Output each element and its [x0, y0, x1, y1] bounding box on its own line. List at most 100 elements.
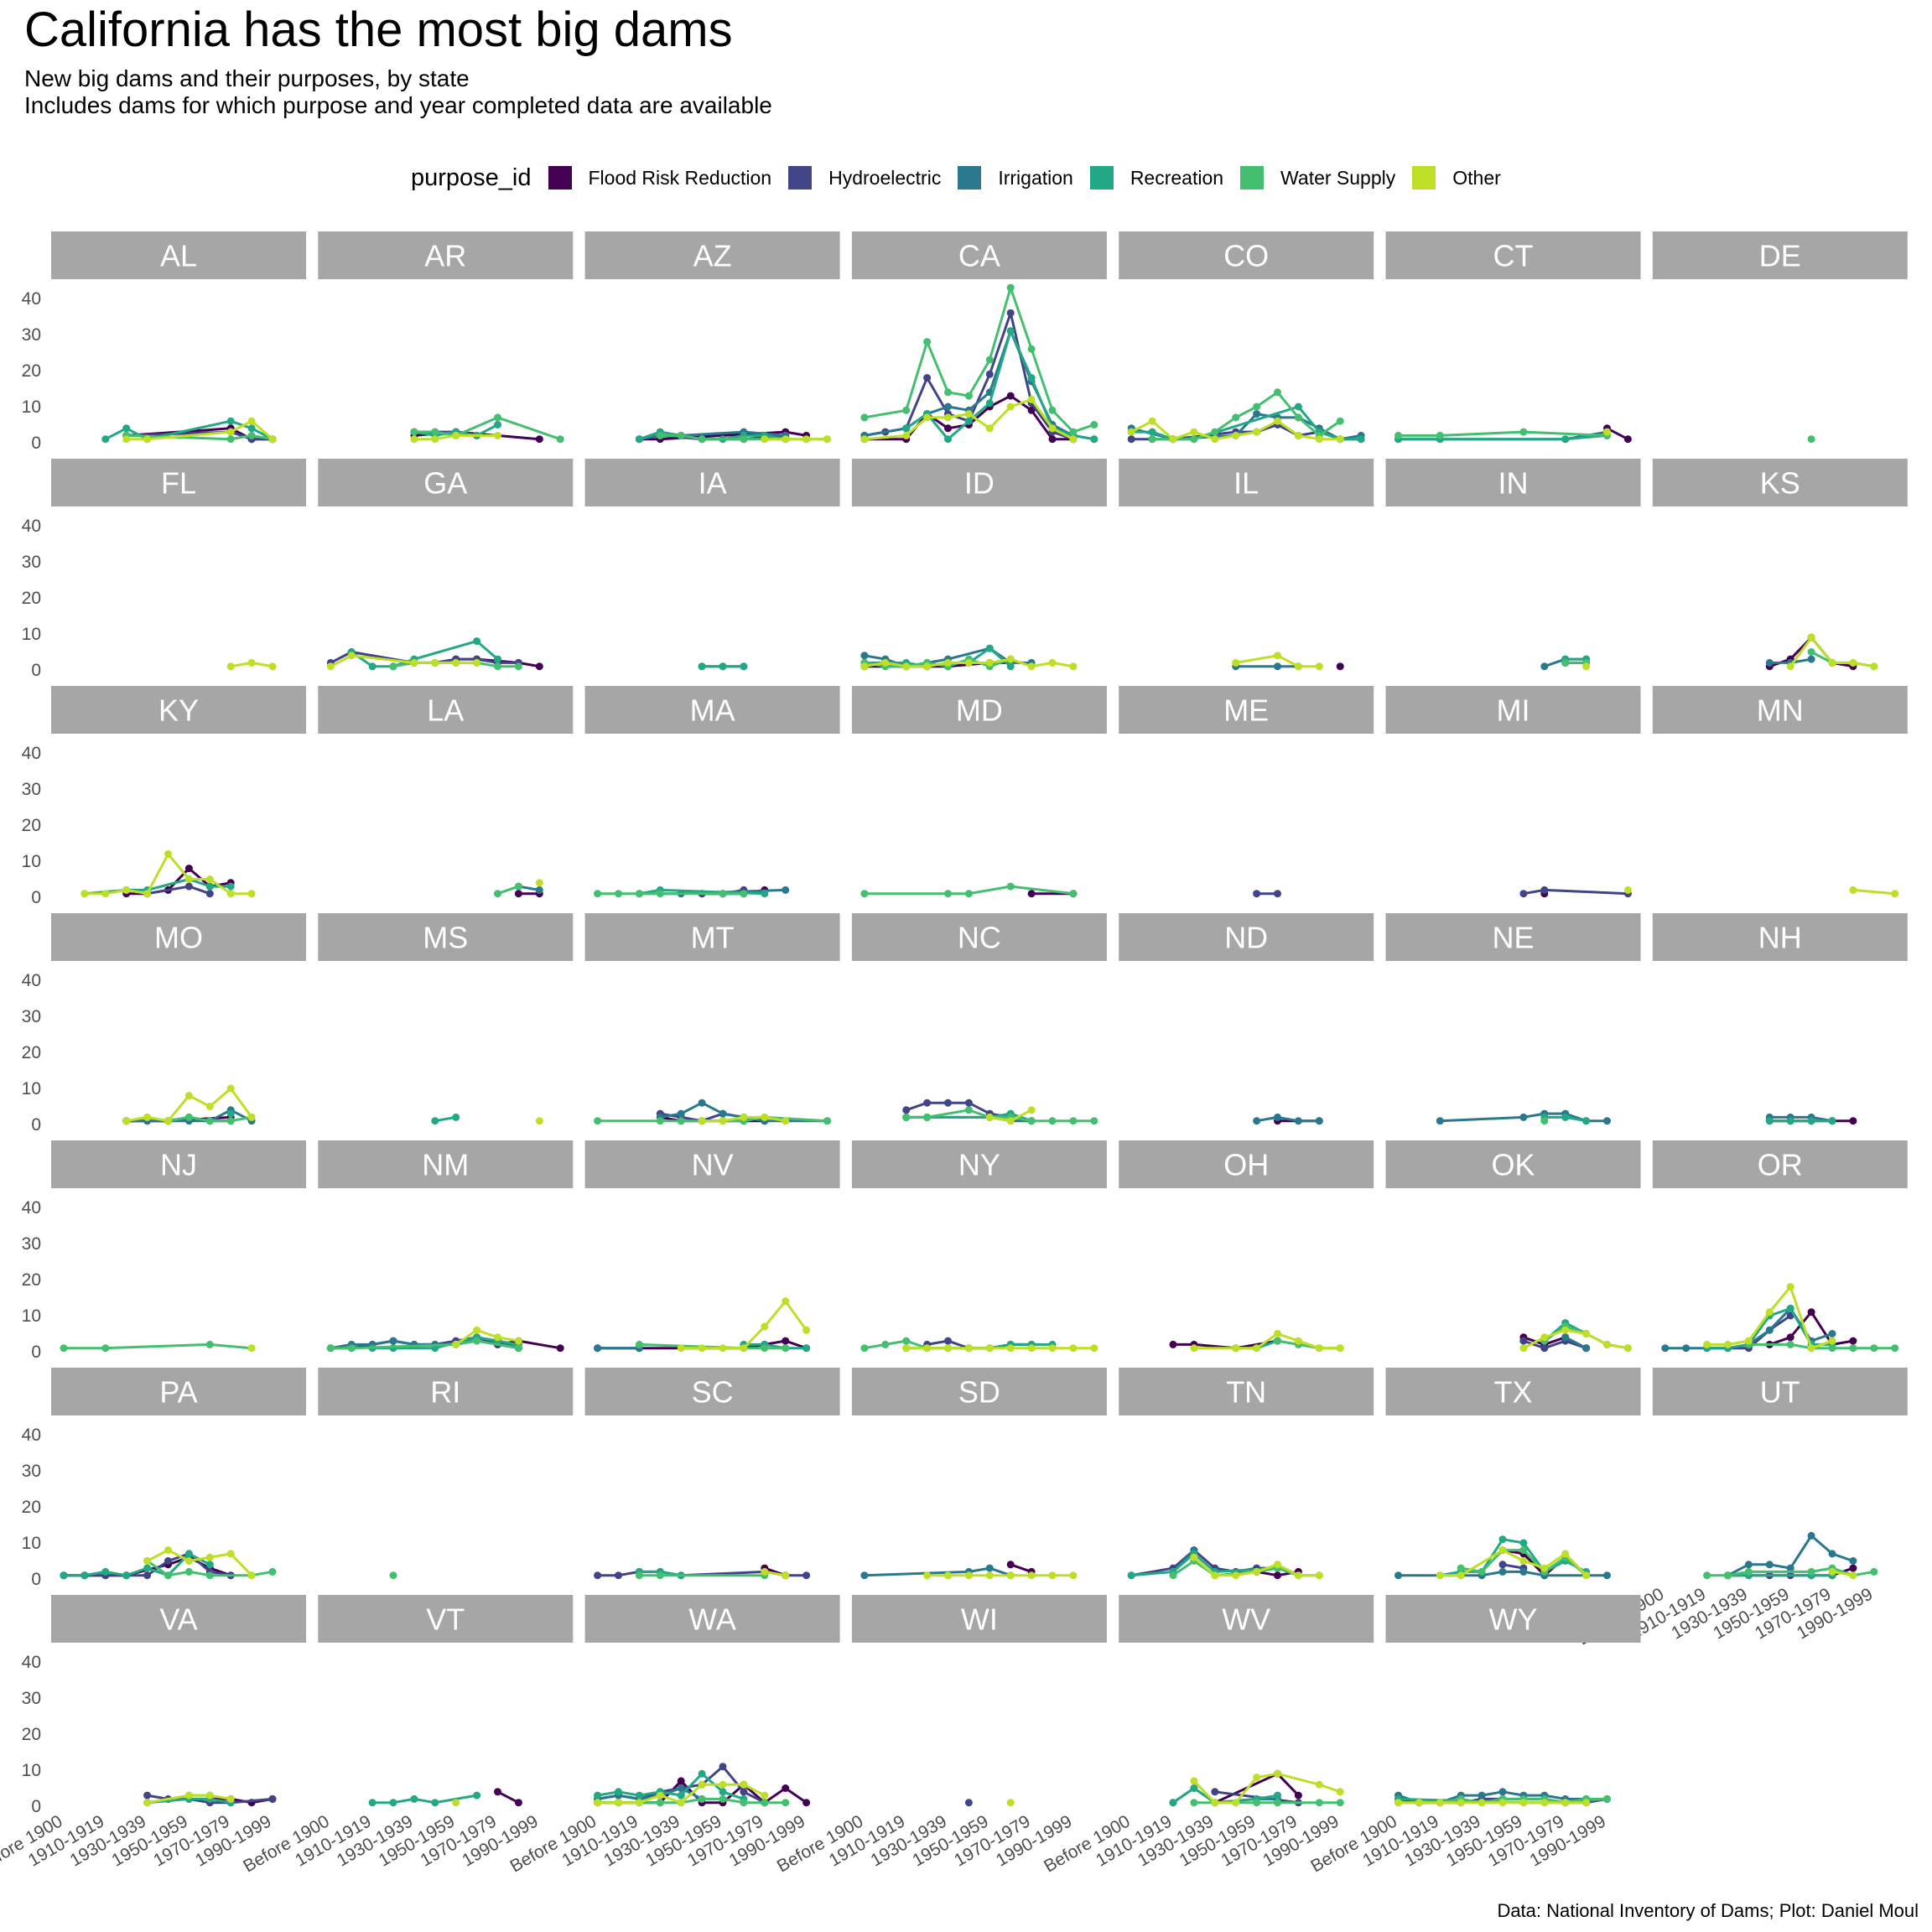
facet-strip-label: VT	[426, 1602, 465, 1637]
data-point-recreation	[389, 1799, 397, 1807]
facet-strip-label: AZ	[693, 239, 732, 273]
data-point-other	[761, 435, 769, 444]
data-point-recreation	[1006, 662, 1015, 671]
data-point-other	[740, 1113, 748, 1121]
data-point-water-supply	[1849, 1344, 1857, 1353]
facet-strip-label: FL	[161, 466, 196, 501]
data-point-other	[347, 652, 356, 660]
facet-strip	[318, 686, 574, 734]
data-point-water-supply	[1519, 428, 1528, 436]
data-point-other	[985, 1113, 994, 1121]
data-point-other	[143, 1557, 152, 1565]
data-point-hydroelectric	[1540, 1344, 1549, 1353]
data-point-water-supply	[860, 1344, 869, 1353]
data-point-other	[1274, 1769, 1281, 1778]
data-point-other	[101, 890, 110, 898]
data-point-flood-risk-reduction	[184, 865, 193, 873]
data-point-other	[1048, 658, 1057, 667]
y-tick-label: 20	[22, 589, 41, 608]
facet-ia: IA	[584, 459, 840, 671]
data-point-water-supply	[1148, 435, 1156, 444]
series-line-irrigation	[1769, 1115, 1833, 1123]
y-tick-label: 20	[22, 1725, 41, 1744]
data-point-water-supply	[226, 1117, 235, 1125]
data-point-other	[594, 1799, 602, 1807]
data-point-other	[1069, 662, 1078, 671]
y-tick-label: 40	[22, 517, 41, 536]
data-point-other	[226, 1084, 235, 1093]
facet-mt: MT	[584, 913, 840, 1125]
facet-co: CO	[1119, 231, 1374, 444]
data-point-other	[719, 1117, 727, 1125]
facet-strip	[1652, 1140, 1908, 1188]
data-point-other	[1315, 1344, 1323, 1353]
data-point-water-supply	[1891, 1344, 1899, 1353]
facet-strip	[851, 1368, 1107, 1415]
facet-strip	[584, 1595, 840, 1643]
data-point-other	[902, 662, 911, 671]
data-point-water-supply	[1478, 1567, 1486, 1576]
series-line-recreation	[105, 419, 273, 441]
data-point-hydroelectric	[923, 1098, 932, 1107]
data-point-other	[1211, 1571, 1219, 1580]
data-point-water-supply	[923, 338, 932, 346]
data-point-hydroelectric	[802, 1571, 811, 1580]
data-point-other	[1006, 1117, 1015, 1125]
data-point-recreation	[431, 1799, 439, 1807]
facet-pa: PA 0 10 20 30 40	[22, 1368, 306, 1589]
data-point-other	[1436, 1571, 1444, 1580]
data-point-recreation	[635, 435, 643, 444]
facet-strip-label: TX	[1493, 1375, 1532, 1410]
data-point-other	[761, 1113, 769, 1121]
y-tick-label: 40	[22, 1426, 41, 1445]
series-line-water-supply	[1398, 430, 1607, 437]
data-point-irrigation	[1828, 1330, 1836, 1337]
series-line-water-supply	[64, 1343, 252, 1350]
facet-tx: TX	[1385, 1368, 1641, 1580]
facet-strip-label: ID	[964, 466, 995, 501]
y-tick-label: 0	[31, 1115, 41, 1135]
data-point-irrigation	[1519, 1113, 1528, 1121]
series-line-irrigation	[864, 330, 1095, 441]
facet-strip	[851, 231, 1107, 279]
data-point-water-supply	[594, 890, 602, 898]
data-point-other	[1724, 1340, 1732, 1348]
data-point-other	[1006, 1344, 1015, 1353]
legend-label: Recreation	[1130, 166, 1224, 189]
facet-strip	[1385, 913, 1641, 961]
data-point-other	[1232, 431, 1240, 439]
facet-strip-label: ME	[1223, 693, 1269, 728]
data-point-flood-risk-reduction	[494, 1788, 501, 1796]
data-point-water-supply	[1006, 283, 1015, 292]
data-point-recreation	[944, 435, 952, 444]
facet-strip	[584, 1140, 840, 1188]
data-point-water-supply	[782, 1799, 790, 1807]
facet-strip	[51, 1368, 306, 1415]
data-point-other	[226, 662, 235, 671]
legend-item-other: Other	[1412, 166, 1501, 190]
data-point-other	[740, 1780, 748, 1789]
data-point-flood-risk-reduction	[1786, 1333, 1794, 1342]
facet-strip-label: WV	[1222, 1602, 1270, 1637]
data-point-other	[452, 1340, 460, 1348]
data-point-recreation	[1127, 1571, 1135, 1580]
data-point-water-supply	[1190, 435, 1198, 444]
data-point-water-supply	[823, 1117, 831, 1125]
data-point-other	[1336, 1344, 1344, 1353]
legend-swatch	[1412, 166, 1436, 190]
data-point-other	[494, 431, 501, 439]
data-point-hydroelectric	[902, 1106, 911, 1114]
y-tick-label: 0	[31, 434, 41, 453]
data-point-other	[1069, 1571, 1078, 1580]
facet-strip-label: OH	[1223, 1148, 1269, 1182]
data-point-recreation	[122, 424, 131, 433]
data-point-recreation	[494, 421, 501, 428]
data-point-recreation	[719, 662, 727, 671]
data-point-other	[494, 1333, 501, 1342]
facet-strip-label: MO	[154, 921, 203, 955]
data-point-recreation	[143, 1564, 152, 1572]
data-point-water-supply	[656, 1571, 664, 1580]
data-point-irrigation	[1394, 1571, 1402, 1580]
facet-tn: TN	[1119, 1368, 1374, 1580]
data-point-other	[881, 658, 890, 667]
